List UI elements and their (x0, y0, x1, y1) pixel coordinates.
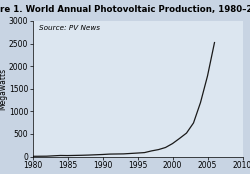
Text: Source: PV News: Source: PV News (39, 25, 100, 31)
Y-axis label: Megawatts: Megawatts (0, 68, 8, 110)
Text: Figure 1. World Annual Photovoltaic Production, 1980–2006: Figure 1. World Annual Photovoltaic Prod… (0, 5, 250, 14)
